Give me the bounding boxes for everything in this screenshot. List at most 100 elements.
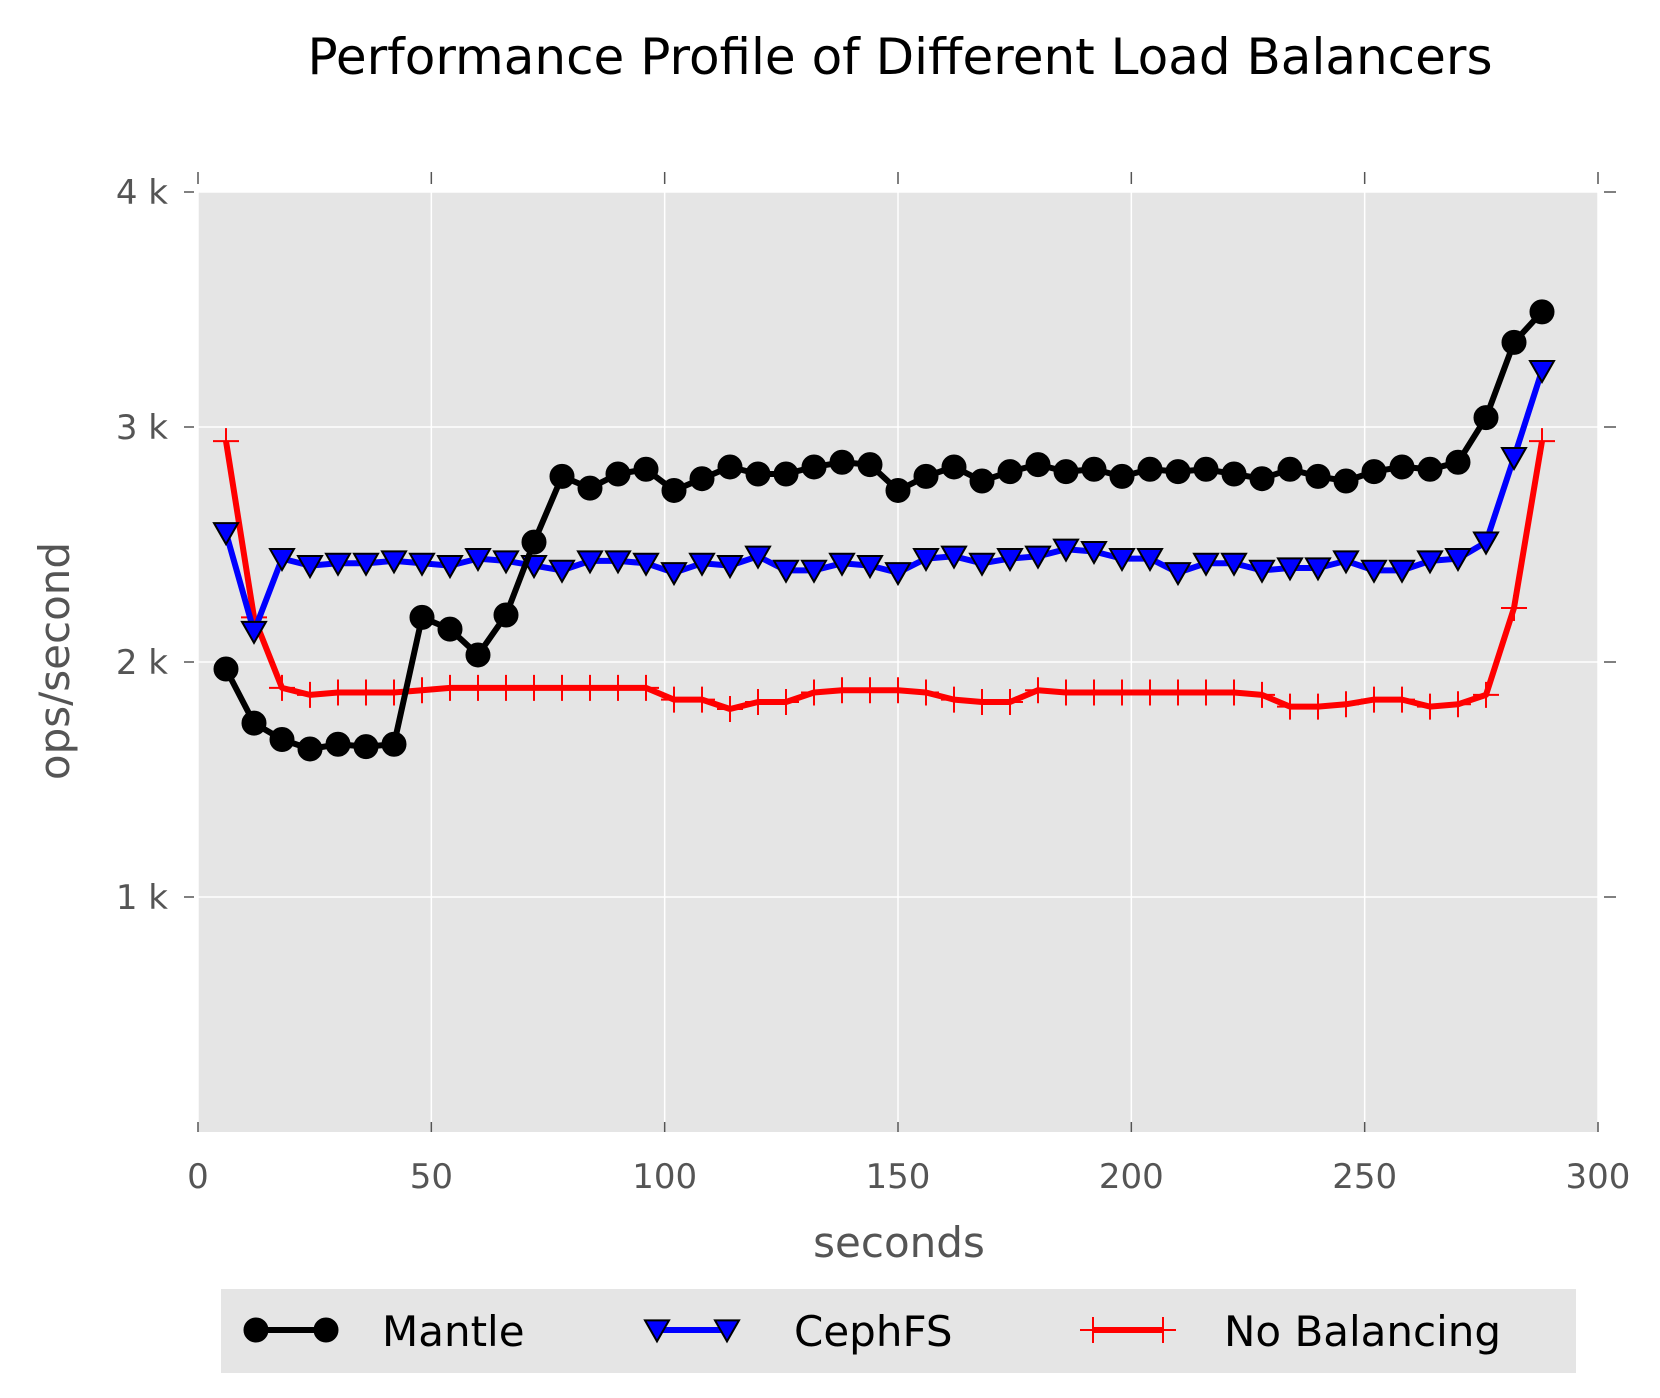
data-point bbox=[241, 710, 267, 736]
data-point bbox=[1333, 468, 1359, 494]
data-point bbox=[716, 555, 744, 580]
legend-marker bbox=[243, 1317, 269, 1343]
data-point bbox=[660, 562, 688, 587]
data-point bbox=[689, 686, 715, 713]
data-point bbox=[632, 552, 660, 577]
data-point bbox=[885, 477, 911, 503]
x-tick-label: 300 bbox=[1566, 1157, 1631, 1197]
data-point bbox=[968, 552, 996, 577]
data-point bbox=[493, 674, 519, 701]
x-tick-label: 100 bbox=[632, 1157, 697, 1197]
data-point bbox=[1165, 459, 1191, 485]
data-point bbox=[689, 466, 715, 492]
data-point bbox=[297, 681, 323, 708]
data-point bbox=[549, 463, 575, 489]
data-point bbox=[941, 686, 967, 713]
data-point bbox=[1053, 679, 1079, 706]
data-point bbox=[1529, 428, 1555, 455]
data-point bbox=[1221, 461, 1247, 487]
legend-item: Mantle bbox=[243, 1307, 525, 1356]
data-point bbox=[437, 674, 463, 701]
data-point bbox=[521, 674, 547, 701]
data-point bbox=[549, 674, 575, 701]
data-point bbox=[1473, 405, 1499, 431]
data-point bbox=[997, 459, 1023, 485]
data-point bbox=[1416, 550, 1444, 575]
data-point bbox=[409, 677, 435, 704]
data-point bbox=[1445, 449, 1471, 475]
data-point bbox=[577, 475, 603, 501]
data-point bbox=[941, 454, 967, 480]
data-point bbox=[213, 428, 239, 455]
data-point bbox=[801, 679, 827, 706]
legend-marker bbox=[713, 1319, 741, 1344]
data-point bbox=[353, 679, 379, 706]
data-point bbox=[1053, 459, 1079, 485]
series-mantle bbox=[213, 299, 1555, 762]
data-point bbox=[212, 522, 240, 547]
data-point bbox=[885, 677, 911, 704]
data-point bbox=[269, 727, 295, 753]
data-point bbox=[1417, 693, 1443, 720]
data-point bbox=[912, 548, 940, 573]
data-point bbox=[353, 734, 379, 760]
data-point bbox=[465, 642, 491, 668]
data-point bbox=[269, 674, 295, 701]
data-point bbox=[857, 452, 883, 478]
data-point bbox=[1388, 559, 1416, 584]
data-point bbox=[521, 529, 547, 555]
data-point bbox=[297, 736, 323, 762]
x-tick-label: 50 bbox=[410, 1157, 453, 1197]
data-point bbox=[352, 552, 380, 577]
data-point bbox=[1136, 548, 1164, 573]
data-point bbox=[492, 550, 520, 575]
data-point bbox=[380, 550, 408, 575]
data-point bbox=[268, 548, 296, 573]
data-point bbox=[829, 677, 855, 704]
chart-title: Performance Profile of Different Load Ba… bbox=[307, 28, 1492, 86]
y-tick-label: 3 k bbox=[116, 408, 168, 448]
data-point bbox=[1276, 557, 1304, 582]
legend-item: No Balancing bbox=[1080, 1307, 1501, 1356]
data-point bbox=[1137, 456, 1163, 482]
y-tick-label: 4 k bbox=[116, 173, 168, 213]
x-tick-label: 250 bbox=[1332, 1157, 1397, 1197]
data-point bbox=[1528, 360, 1556, 385]
data-point bbox=[913, 463, 939, 489]
data-point bbox=[1445, 691, 1471, 718]
data-point bbox=[1220, 552, 1248, 577]
data-point bbox=[1248, 559, 1276, 584]
data-point bbox=[493, 602, 519, 628]
data-point bbox=[1164, 562, 1192, 587]
legend-label: Mantle bbox=[382, 1307, 525, 1356]
axis-ticks: 0 50 100 150 200 250 300 1 k 2 k 3 k 4 k bbox=[116, 172, 1631, 1197]
data-point bbox=[940, 545, 968, 570]
data-point bbox=[828, 552, 856, 577]
data-point bbox=[1193, 456, 1219, 482]
data-point bbox=[1360, 559, 1388, 584]
data-point bbox=[548, 559, 576, 584]
series-cephfs bbox=[212, 360, 1556, 645]
x-axis-label: seconds bbox=[813, 1218, 985, 1267]
data-point bbox=[437, 616, 463, 642]
data-point bbox=[1025, 677, 1051, 704]
data-point bbox=[1389, 686, 1415, 713]
data-point bbox=[996, 548, 1024, 573]
data-point bbox=[1305, 693, 1331, 720]
data-point bbox=[1137, 679, 1163, 706]
data-point bbox=[1221, 679, 1247, 706]
data-point bbox=[661, 477, 687, 503]
data-point bbox=[997, 688, 1023, 715]
data-point bbox=[436, 555, 464, 580]
data-point bbox=[1249, 466, 1275, 492]
data-point bbox=[1361, 459, 1387, 485]
data-point bbox=[1304, 557, 1332, 582]
data-point bbox=[1193, 679, 1219, 706]
data-point bbox=[1052, 538, 1080, 563]
x-tick-label: 200 bbox=[1099, 1157, 1164, 1197]
data-point bbox=[465, 674, 491, 701]
data-point bbox=[800, 559, 828, 584]
data-point bbox=[381, 731, 407, 757]
data-point bbox=[1192, 552, 1220, 577]
data-point bbox=[1165, 679, 1191, 706]
